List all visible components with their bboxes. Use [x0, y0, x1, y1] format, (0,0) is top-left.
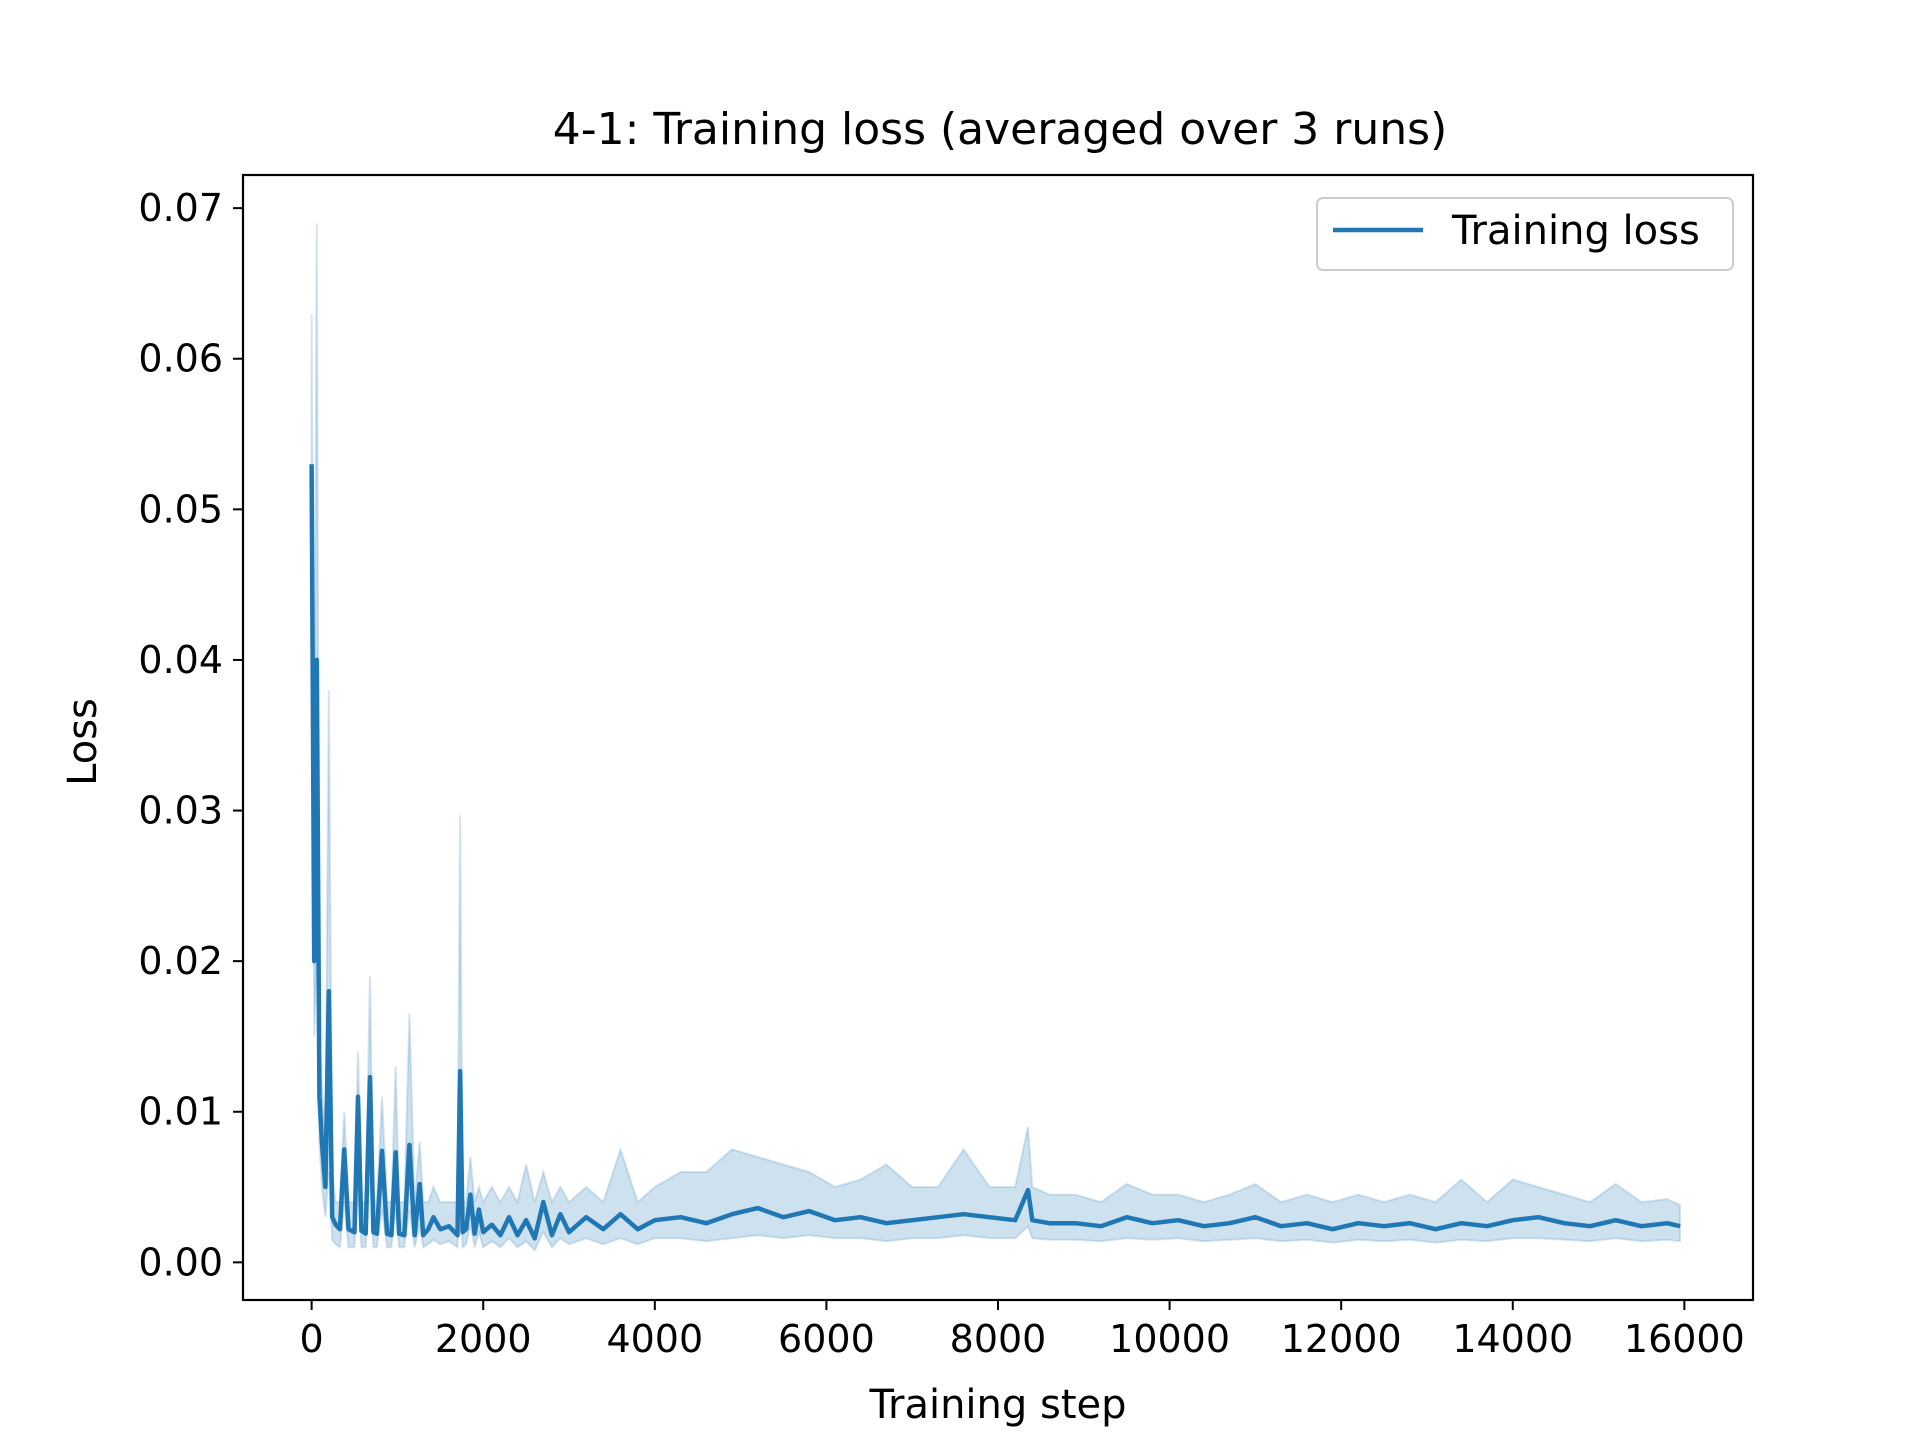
x-tick-label: 2000: [435, 1317, 532, 1361]
y-tick-label: 0.03: [138, 789, 223, 833]
y-tick-label: 0.07: [138, 186, 223, 230]
plot-area: [309, 223, 1682, 1253]
x-tick-label: 10000: [1109, 1317, 1230, 1361]
y-tick-label: 0.05: [138, 487, 223, 531]
x-tick-label: 16000: [1624, 1317, 1745, 1361]
x-tick-label: 0: [300, 1317, 324, 1361]
y-tick-label: 0.01: [138, 1090, 223, 1134]
x-axis-label: Training step: [868, 1382, 1126, 1428]
x-tick-label: 4000: [606, 1317, 703, 1361]
chart-title: 4-1: Training loss (averaged over 3 runs…: [553, 104, 1448, 155]
y-axis-ticks: 0.00 0.01 0.02 0.03 0.04 0.05 0.06 0.07: [138, 186, 243, 1284]
legend[interactable]: Training loss: [1316, 197, 1734, 271]
y-tick-label: 0.04: [138, 638, 223, 682]
x-axis-ticks: 0 2000 4000 6000 8000 10000 12000 14000 16000: [300, 1300, 1745, 1361]
y-tick-label: 0.06: [138, 337, 223, 381]
series-line-training-loss: [309, 464, 1681, 1241]
legend-label-training-loss: Training loss: [1451, 208, 1700, 254]
x-tick-label: 14000: [1452, 1317, 1573, 1361]
y-tick-label: 0.02: [138, 939, 223, 983]
x-tick-label: 12000: [1281, 1317, 1402, 1361]
legend-box: [1316, 197, 1734, 271]
y-tick-label: 0.00: [138, 1240, 223, 1284]
loss-confidence-band: [310, 223, 1682, 1253]
x-tick-label: 8000: [950, 1317, 1047, 1361]
y-axis-label: Loss: [60, 698, 106, 786]
x-tick-label: 6000: [778, 1317, 875, 1361]
